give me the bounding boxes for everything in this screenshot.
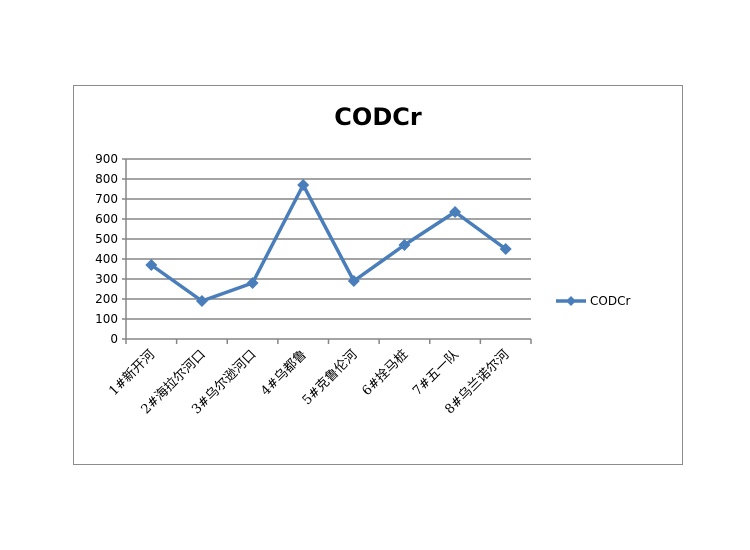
legend-label: CODCr [590,294,630,308]
chart-title: CODCr [334,103,422,131]
y-tick-label: 600 [95,212,118,226]
x-tick-label: 6#拴马桩 [360,347,412,399]
y-tick-label: 0 [110,332,118,346]
x-tick-label: 1#新开河 [106,347,158,399]
y-tick-label: 900 [95,152,118,166]
diamond-marker-icon [195,295,208,307]
diamond-marker-icon [246,277,259,289]
diamond-marker-icon [449,206,462,218]
y-tick-label: 300 [95,272,118,286]
series-line [150,183,507,303]
diamond-marker-icon [398,239,411,251]
diamond-marker-icon [297,179,310,191]
diamond-marker-icon [499,243,512,255]
line-chart: 01002003004005006007008009001#新开河2#海拉尔河口… [95,152,630,417]
x-tick-label: 4#乌都鲁 [258,347,310,399]
y-tick-label: 800 [95,172,118,186]
chart-frame: CODCr 0 100 200 300 400 500 600 700 800 900 1#新开河 2… [73,85,683,465]
x-tick-label: 7#五一队 [410,347,462,399]
y-tick-label: 400 [95,252,118,266]
diamond-marker-icon [347,275,360,287]
y-tick-label: 100 [95,312,118,326]
y-tick-label: 700 [95,192,118,206]
y-tick-label: 200 [95,292,118,306]
diamond-marker-icon [145,259,158,271]
y-tick-label: 500 [95,232,118,246]
legend-diamond-icon [566,296,576,306]
x-tick-label: 5#克鲁伦河 [300,347,361,408]
